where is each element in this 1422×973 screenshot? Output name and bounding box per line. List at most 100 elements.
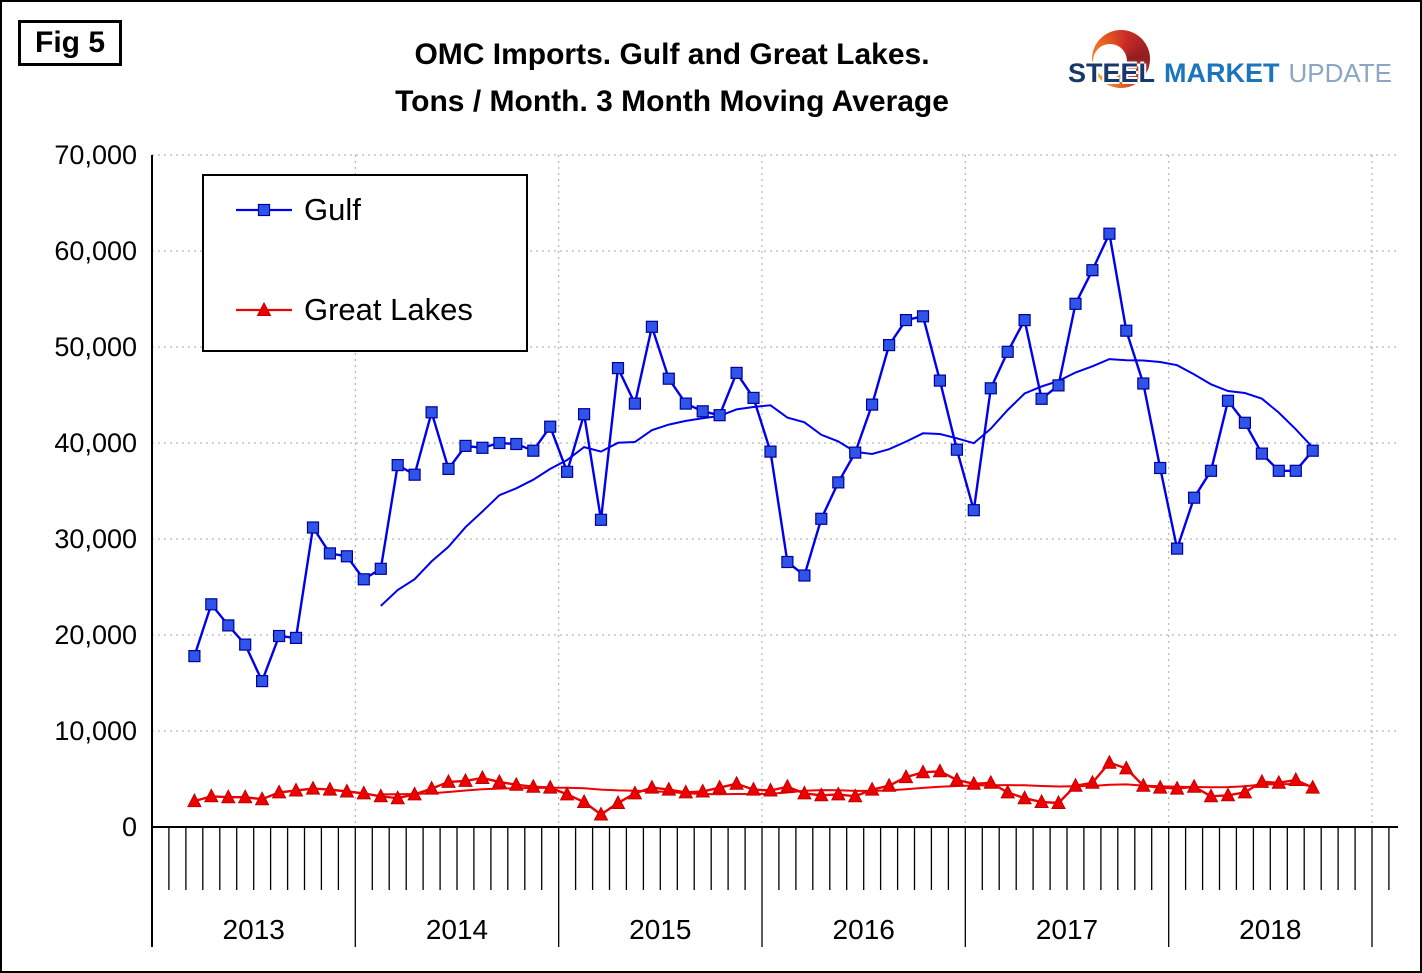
legend-great-lakes-label: Great Lakes	[304, 292, 473, 327]
marker-square	[1170, 542, 1184, 555]
figure-number-label: Fig 5	[18, 20, 123, 66]
chart-title: OMC Imports. Gulf and Great Lakes. Tons …	[272, 32, 1072, 125]
marker-square	[1204, 464, 1218, 477]
y-tick-label: 0	[122, 812, 137, 842]
marker-triangle	[1152, 779, 1168, 794]
x-year-label: 2016	[833, 914, 895, 945]
marker-square	[357, 573, 370, 586]
marker-square	[1221, 394, 1235, 407]
x-year-label: 2014	[426, 914, 488, 945]
legend: Gulf Great Lakes	[202, 174, 528, 352]
marker-triangle	[390, 790, 406, 805]
marker-square	[662, 372, 675, 385]
marker-triangle	[424, 780, 439, 795]
marker-triangle	[729, 775, 744, 790]
marker-triangle	[1203, 788, 1219, 803]
marker-triangle	[1102, 754, 1117, 769]
marker-triangle	[864, 781, 880, 796]
marker-triangle	[1220, 787, 1236, 802]
marker-triangle	[441, 773, 456, 788]
marker-square	[257, 203, 271, 217]
marker-triangle	[271, 784, 287, 799]
marker-triangle	[881, 777, 897, 792]
y-tick-label: 10,000	[54, 716, 137, 746]
marker-square	[1001, 345, 1014, 358]
marker-square	[865, 398, 879, 411]
marker-triangle	[813, 787, 829, 802]
marker-square	[323, 547, 336, 560]
marker-triangle	[407, 786, 422, 801]
marker-square	[713, 409, 726, 422]
marker-triangle	[983, 774, 999, 789]
marker-square	[594, 513, 608, 526]
marker-triangle	[830, 786, 846, 801]
marker-square	[560, 465, 574, 478]
marker-triangle	[1118, 760, 1134, 775]
marker-square	[882, 339, 896, 352]
marker-square	[205, 598, 218, 611]
marker-square	[273, 629, 286, 643]
marker-square	[510, 437, 523, 451]
marker-square	[967, 504, 980, 517]
marker-triangle	[1068, 777, 1083, 792]
marker-triangle	[644, 779, 660, 794]
chart-title-line-2: Tons / Month. 3 Month Moving Average	[395, 84, 949, 118]
y-tick-label: 30,000	[54, 524, 137, 554]
y-tick-label: 70,000	[54, 140, 137, 170]
marker-square	[1035, 392, 1048, 405]
marker-triangle	[678, 784, 694, 799]
marker-square	[781, 555, 794, 569]
marker-triangle	[1186, 778, 1202, 793]
marker-square	[933, 374, 947, 387]
marker-triangle	[712, 779, 727, 794]
marker-square	[1187, 491, 1201, 504]
marker-triangle	[763, 782, 778, 797]
marker-square	[256, 674, 269, 688]
marker-triangle	[1271, 774, 1287, 789]
marker-square	[1018, 314, 1031, 327]
marker-triangle	[661, 781, 677, 796]
marker-square	[459, 439, 472, 452]
marker-triangle	[458, 772, 473, 787]
marker-square	[628, 397, 642, 410]
marker-square	[408, 468, 421, 481]
marker-square	[764, 445, 777, 458]
marker-square	[306, 521, 320, 534]
marker-square	[425, 406, 438, 419]
marker-triangle	[1051, 794, 1066, 809]
marker-square	[1137, 377, 1150, 390]
marker-square	[1238, 416, 1252, 429]
marker-triangle	[780, 778, 795, 793]
marker-triangle	[542, 779, 558, 794]
marker-square	[374, 562, 387, 575]
marker-triangle	[898, 769, 914, 784]
marker-triangle	[593, 806, 609, 821]
marker-square	[493, 436, 506, 450]
x-year-label: 2015	[629, 914, 691, 945]
marker-square	[1306, 444, 1319, 457]
chart-title-line-1: OMC Imports. Gulf and Great Lakes.	[414, 38, 930, 71]
marker-square	[442, 462, 455, 475]
marker-triangle	[1017, 790, 1032, 805]
marker-square	[391, 459, 404, 472]
marker-square	[239, 638, 252, 651]
marker-triangle	[237, 789, 253, 804]
marker-triangle	[220, 789, 236, 804]
legend-great-lakes-marker-icon	[236, 301, 292, 316]
x-year-label: 2013	[223, 914, 285, 945]
marker-square	[544, 420, 557, 433]
legend-item-great-lakes: Great Lakes	[234, 292, 526, 328]
marker-triangle	[1237, 784, 1253, 799]
trend-line-gulf	[380, 358, 1314, 607]
marker-triangle	[475, 769, 490, 784]
marker-square	[984, 382, 997, 395]
marker-triangle	[492, 773, 507, 788]
marker-triangle	[559, 786, 575, 801]
marker-square	[1120, 324, 1133, 337]
marker-triangle	[949, 771, 965, 786]
marker-square	[1086, 264, 1099, 277]
y-tick-label: 40,000	[54, 428, 137, 458]
y-tick-label: 50,000	[54, 332, 137, 362]
marker-triangle	[797, 785, 812, 800]
marker-square	[1103, 227, 1116, 240]
